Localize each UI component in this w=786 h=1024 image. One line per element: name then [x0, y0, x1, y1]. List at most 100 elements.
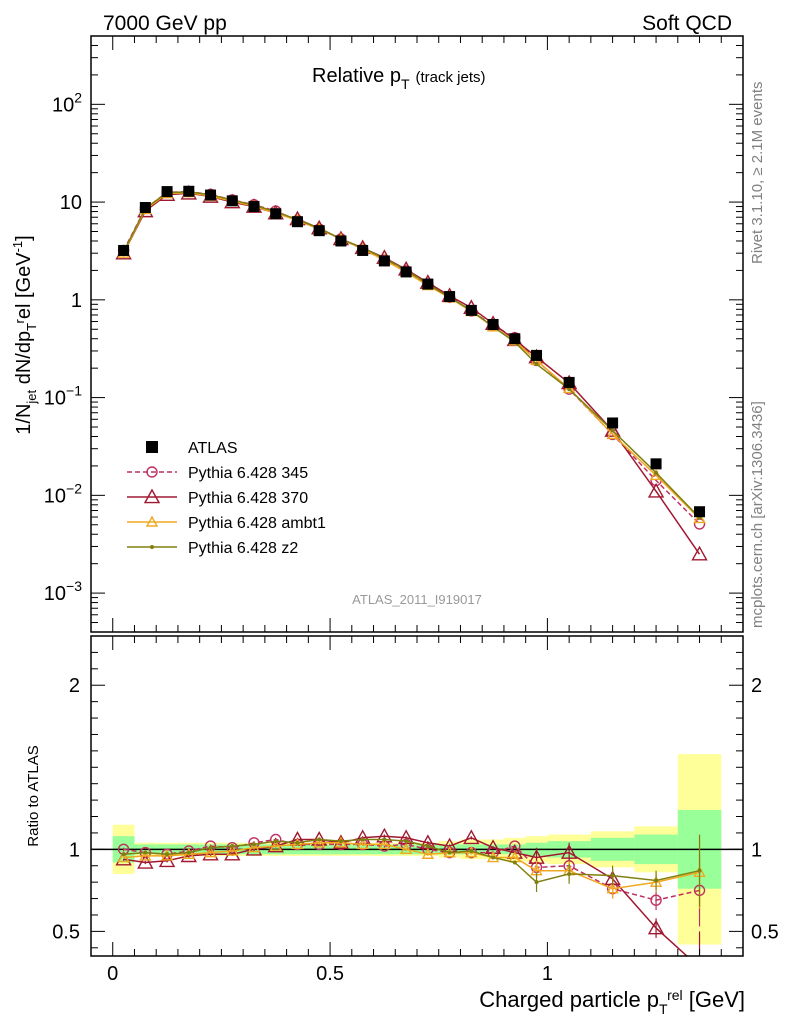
ratio-point	[650, 894, 662, 906]
ratio-point	[160, 849, 174, 861]
mcplots-label: mcplots.cern.ch [arXiv:1306.3436]	[749, 401, 766, 628]
ratio-point	[606, 882, 619, 894]
x-tick-label: 1	[542, 963, 553, 985]
ratio-point	[425, 844, 430, 849]
ratio-point	[647, 919, 665, 935]
ratio-point	[491, 855, 496, 860]
ratio-panel: 0.5 0.5 1 1 2 2 0 0.5 1 Ratio to ATLAS Charged p…	[25, 635, 779, 1017]
ratio-series-line	[123, 838, 700, 901]
ratio-point	[165, 852, 170, 857]
ratio-series-line	[123, 838, 700, 884]
rivet-label: Rivet 3.1.10, ≥ 2.1M events	[749, 82, 766, 265]
atlas-point	[226, 195, 238, 207]
ratio-frame	[90, 635, 744, 957]
main-point	[610, 428, 615, 433]
ratio-point	[469, 848, 474, 853]
ratio-point	[230, 844, 235, 849]
header-right: Soft QCD	[642, 12, 732, 35]
x-tick-label: 0	[107, 963, 118, 985]
atlas-point	[694, 506, 706, 518]
y-tick-label: 1	[71, 290, 82, 312]
ratio-y-tick-label: 0.5	[52, 921, 80, 943]
main-y-axis-label: 1/Njet dN/dpTrel [GeV-1]	[10, 235, 39, 434]
ratio-point	[139, 849, 152, 861]
main-point	[691, 545, 708, 561]
atlas-point	[400, 266, 412, 278]
atlas-point	[313, 225, 325, 237]
atlas-point	[270, 208, 282, 220]
x-tick-label: 0.5	[316, 963, 344, 985]
legend-marker	[145, 515, 159, 527]
ratio-y-tick-label-right: 0.5	[751, 921, 779, 943]
ratio-point	[534, 880, 539, 885]
ratio-point	[137, 854, 154, 869]
ratio-point	[376, 827, 393, 843]
ratio-point	[382, 837, 387, 842]
ratio-point	[356, 837, 369, 850]
analysis-watermark: ATLAS_2011_I919017	[352, 592, 482, 607]
atlas-point	[422, 278, 434, 290]
ratio-point	[560, 844, 578, 859]
atlas-point	[607, 417, 619, 429]
ratio-point	[208, 845, 213, 850]
y-tick-label: 10−3	[44, 578, 82, 605]
ratio-point	[421, 847, 435, 859]
ratio-y-tick-label: 2	[69, 675, 80, 697]
main-point	[647, 482, 665, 498]
legend-label: Pythia 6.428 370	[188, 490, 308, 507]
ratio-point	[291, 837, 304, 850]
ratio-point	[463, 829, 480, 845]
legend-marker	[146, 466, 158, 478]
legend: ATLAS Pythia 6.428 345 Pythia 6.428 370 Pyt…	[127, 440, 326, 557]
ratio-y-tick-label: 1	[69, 839, 80, 861]
atlas-point	[531, 349, 543, 361]
ratio-point	[447, 850, 452, 855]
ratio-point	[404, 839, 409, 844]
atlas-point	[378, 255, 390, 267]
ratio-point	[654, 878, 659, 883]
ratio-point	[693, 960, 707, 973]
ratio-point	[697, 868, 702, 873]
main-panel: 102 10 1 10−1 10−2 10−3 Relative pT (track jet…	[10, 35, 744, 633]
atlas-point	[139, 202, 151, 214]
ratio-point	[226, 844, 239, 856]
ratio-point	[204, 846, 217, 858]
main-point	[693, 512, 706, 524]
ratio-point	[334, 836, 348, 848]
ratio-point	[610, 873, 615, 878]
y-tick-label: 10	[60, 192, 82, 214]
plot-title: Relative pT (track jets)	[312, 65, 486, 92]
main-point	[567, 387, 572, 392]
legend-marker	[150, 545, 154, 549]
atlas-point	[248, 201, 260, 213]
ratio-point	[512, 860, 517, 865]
atlas-point	[183, 185, 195, 197]
y-tick-label: 10−1	[44, 383, 82, 410]
header-left: 7000 GeV pp	[103, 12, 227, 35]
legend-label: ATLAS	[188, 440, 238, 457]
legend-label: Pythia 6.428 ambt1	[188, 515, 326, 532]
legend-marker	[146, 441, 158, 453]
ratio-point	[378, 837, 391, 850]
atlas-point	[161, 186, 173, 198]
atlas-point	[291, 216, 303, 228]
atlas-point	[650, 458, 662, 470]
ratio-point	[311, 831, 328, 846]
ratio-point	[186, 850, 191, 855]
ratio-point	[182, 847, 195, 859]
legend-label: Pythia 6.428 z2	[188, 540, 298, 557]
ratio-y-tick-label-right: 1	[751, 839, 762, 861]
ratio-point	[317, 837, 322, 842]
main-point	[654, 470, 659, 475]
ratio-point	[360, 837, 365, 842]
ratio-point	[121, 852, 126, 857]
ratio-point	[273, 839, 278, 844]
ratio-point	[143, 850, 148, 855]
ratio-point	[313, 836, 326, 848]
x-axis-label: Charged particle pTrel [GeV]	[479, 987, 745, 1017]
atlas-point	[465, 304, 477, 316]
atlas-point	[487, 318, 499, 330]
atlas-point	[509, 333, 521, 345]
ratio-point	[117, 851, 130, 863]
